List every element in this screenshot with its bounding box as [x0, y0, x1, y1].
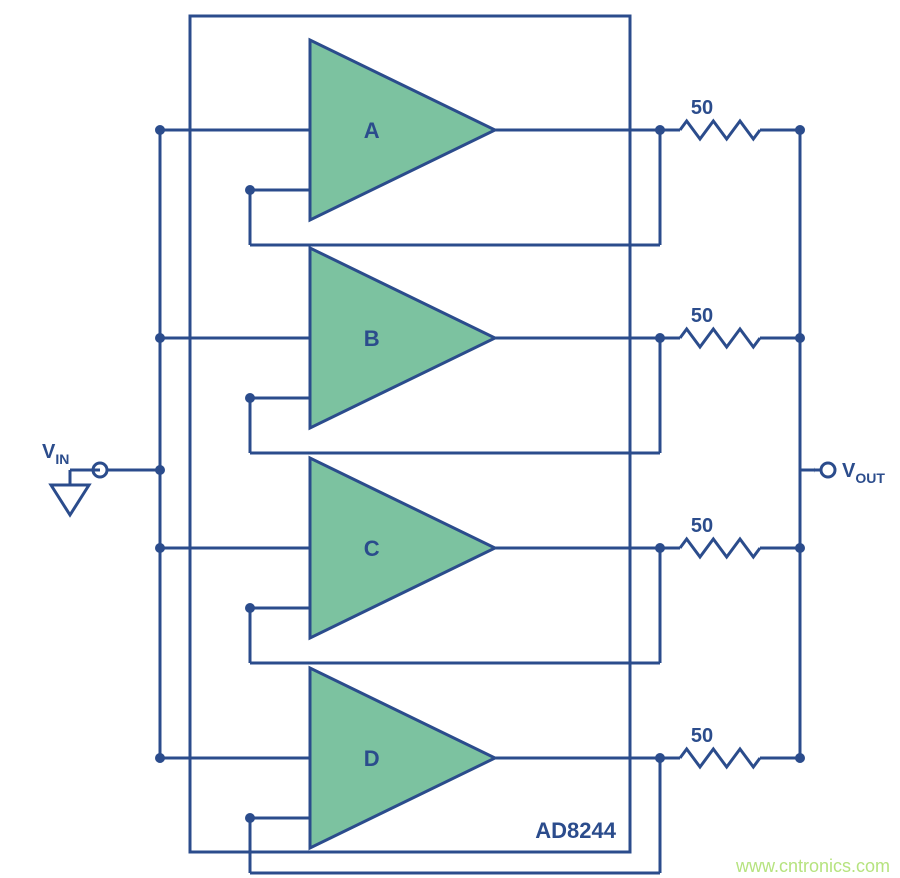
- resistor-c-value: 50: [691, 515, 713, 537]
- ground-symbol: [51, 485, 89, 515]
- amplifier-a: [310, 40, 495, 220]
- vin-label: VIN: [42, 441, 69, 467]
- resistor-a-value: 50: [691, 97, 713, 119]
- amplifier-c: [310, 458, 495, 638]
- resistor-a: [680, 121, 760, 139]
- amplifier-d-label: D: [364, 746, 380, 771]
- amplifier-d: [310, 668, 495, 848]
- resistor-d-value: 50: [691, 725, 713, 747]
- watermark: www.cntronics.com: [735, 856, 890, 876]
- resistor-b-value: 50: [691, 305, 713, 327]
- resistor-b: [680, 329, 760, 347]
- amplifier-c-label: C: [364, 536, 380, 561]
- resistor-c: [680, 539, 760, 557]
- amplifier-a-label: A: [364, 118, 380, 143]
- amplifier-b: [310, 248, 495, 428]
- resistor-d: [680, 749, 760, 767]
- chip-name: AD8244: [535, 818, 616, 843]
- amplifier-b-label: B: [364, 326, 380, 351]
